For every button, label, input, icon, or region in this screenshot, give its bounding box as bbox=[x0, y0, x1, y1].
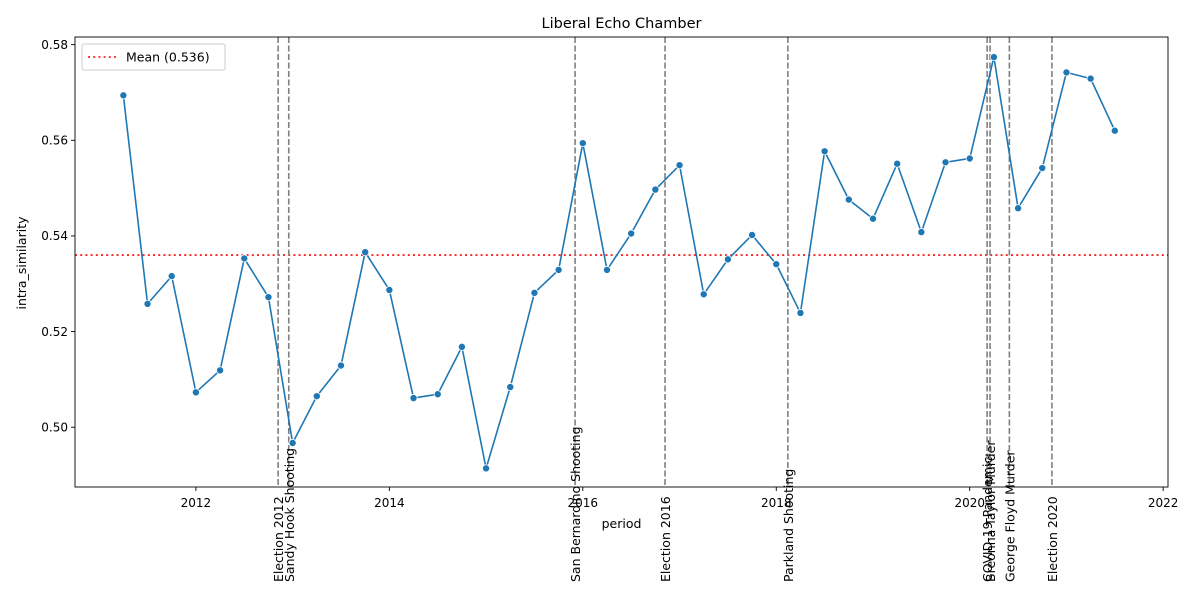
data-point bbox=[361, 248, 370, 257]
event-label: Sandy Hook Shooting bbox=[282, 448, 297, 582]
data-point bbox=[119, 91, 128, 100]
data-point bbox=[699, 290, 708, 299]
data-point bbox=[675, 161, 684, 170]
data-point bbox=[191, 388, 200, 397]
data-point bbox=[1014, 204, 1023, 213]
data-point bbox=[917, 228, 926, 237]
data-point bbox=[627, 229, 636, 238]
data-point bbox=[965, 154, 974, 163]
data-point bbox=[457, 342, 466, 351]
x-tick-label: 2020 bbox=[954, 496, 985, 510]
data-point bbox=[385, 285, 394, 294]
data-point bbox=[1086, 74, 1095, 83]
data-point bbox=[723, 255, 732, 264]
data-point bbox=[482, 464, 491, 473]
event-label: COVID-19 Pandemic bbox=[980, 457, 995, 582]
data-point bbox=[216, 366, 225, 375]
event-label: Parkland Shooting bbox=[781, 469, 796, 582]
x-tick-label: 2016 bbox=[568, 496, 599, 510]
data-point bbox=[167, 272, 176, 281]
data-point bbox=[1062, 68, 1071, 77]
legend-box bbox=[81, 43, 226, 71]
data-point bbox=[602, 265, 611, 274]
x-tick-label: 2018 bbox=[761, 496, 792, 510]
y-tick-label: 0.58 bbox=[41, 38, 68, 52]
data-point bbox=[1038, 164, 1047, 173]
event-label: Election 2020 bbox=[1045, 496, 1060, 582]
data-point bbox=[989, 53, 998, 62]
event-label: Breonna Taylor Murder bbox=[983, 440, 998, 582]
plot-frame bbox=[74, 36, 1169, 488]
y-axis-label: intra_similarity bbox=[14, 216, 29, 310]
y-tick-label: 0.50 bbox=[41, 420, 68, 434]
event-label: San Bernardino Shooting bbox=[568, 426, 583, 582]
legend: Mean (0.536) bbox=[81, 43, 226, 71]
event-label: Election 2012 bbox=[271, 496, 286, 582]
y-tick-label: 0.56 bbox=[41, 133, 68, 147]
data-point bbox=[554, 265, 563, 274]
x-tick-label: 2022 bbox=[1148, 496, 1179, 510]
data-point bbox=[748, 230, 757, 239]
y-tick-label: 0.52 bbox=[41, 325, 68, 339]
data-point bbox=[893, 159, 902, 168]
data-point bbox=[336, 361, 345, 370]
data-point bbox=[772, 260, 781, 269]
data-point bbox=[409, 394, 418, 403]
data-point bbox=[506, 383, 515, 392]
data-point bbox=[941, 158, 950, 167]
x-axis: 2012 2014 2016 2018 2020 2022 bbox=[181, 487, 1179, 510]
x-axis-label: period bbox=[602, 516, 642, 531]
event-label: George Floyd Murder bbox=[1002, 450, 1017, 582]
event-label: Election 2016 bbox=[658, 496, 673, 582]
series-line bbox=[122, 56, 1116, 470]
data-point bbox=[530, 288, 539, 297]
y-axis: 0.50 0.52 0.54 0.56 0.58 bbox=[41, 38, 75, 434]
data-point bbox=[1110, 126, 1119, 135]
data-point bbox=[844, 195, 853, 204]
data-point bbox=[240, 254, 249, 263]
data-point bbox=[433, 390, 442, 399]
x-tick-label: 2012 bbox=[181, 496, 212, 510]
data-point bbox=[264, 293, 273, 302]
x-tick-label: 2014 bbox=[374, 496, 405, 510]
data-point bbox=[312, 392, 321, 401]
y-tick-label: 0.54 bbox=[41, 229, 68, 243]
data-point bbox=[868, 214, 877, 223]
legend-entry: Mean (0.536) bbox=[126, 50, 210, 65]
chart-title: Liberal Echo Chamber bbox=[542, 16, 702, 32]
data-point bbox=[820, 147, 829, 156]
data-point bbox=[288, 439, 297, 448]
data-point bbox=[796, 308, 805, 317]
data-point bbox=[578, 139, 587, 148]
data-point bbox=[143, 299, 152, 308]
data-point bbox=[651, 185, 660, 194]
